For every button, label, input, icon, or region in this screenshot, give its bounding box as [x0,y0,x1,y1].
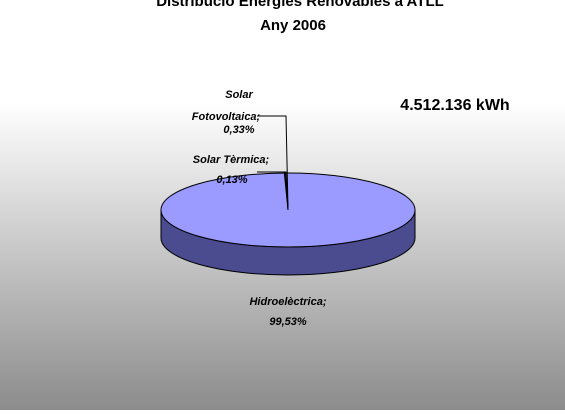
label-solar-fotovoltaica-name1: Solar [225,89,253,101]
total-energy-label: 4.512.136 kWh [400,97,509,114]
label-solar-fotovoltaica-name2: Fotovoltaica; [192,111,261,123]
label-solar-termica-value: 0,13% [216,174,247,186]
label-hidroelectrica-name: Hidroelèctrica; [249,296,326,308]
leader-line-solar-termica [257,171,289,209]
chart-title-line2: Any 2006 [260,17,326,34]
label-solar-fotovoltaica-value: 0,33% [223,124,254,136]
label-solar-termica-name: Solar Tèrmica; [193,154,270,166]
chart-title-line1: Distribució Energies Renovables a ATLL [156,0,444,10]
label-hidroelectrica-value: 99,53% [269,316,307,328]
leader-line-solar-fotovoltaica [257,115,289,209]
